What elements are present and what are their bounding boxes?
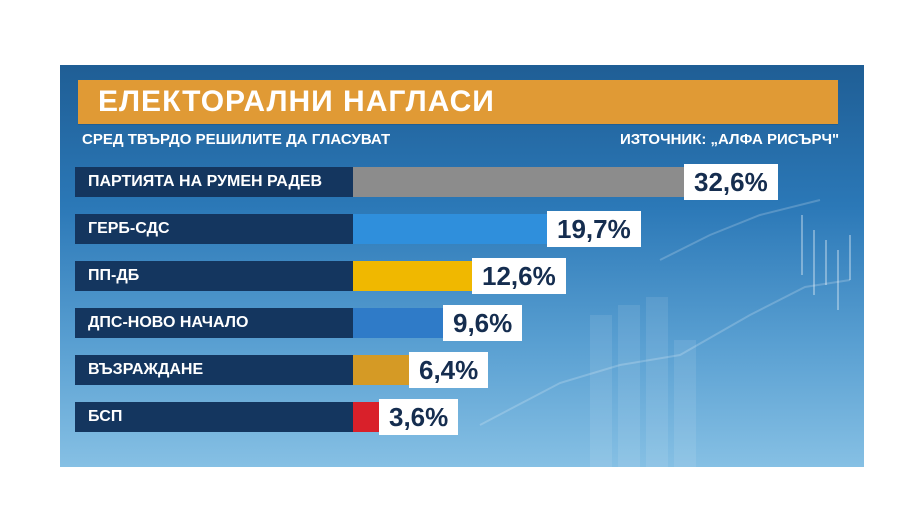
chart-panel: ЕЛЕКТОРАЛНИ НАГЛАСИ СРЕД ТВЪРДО РЕШИЛИТЕ… xyxy=(60,65,864,467)
category-label: БСП xyxy=(75,402,353,432)
value-label: 3,6% xyxy=(379,399,459,435)
bar-rows: ПАРТИЯТА НА РУМЕН РАДЕВ 32,6% ГЕРБ-СДС 19,7… xyxy=(60,65,864,467)
category-label: ГЕРБ-СДС xyxy=(75,214,353,244)
title-bar: ЕЛЕКТОРАЛНИ НАГЛАСИ xyxy=(78,80,838,124)
chart-title: ЕЛЕКТОРАЛНИ НАГЛАСИ xyxy=(98,85,495,118)
category-label: ДПС-НОВО НАЧАЛО xyxy=(75,308,353,338)
chart-subtitle: СРЕД ТВЪРДО РЕШИЛИТЕ ДА ГЛАСУВАТ xyxy=(82,131,391,148)
bar xyxy=(353,261,486,291)
bar xyxy=(353,167,698,197)
category-label: ПАРТИЯТА НА РУМЕН РАДЕВ xyxy=(75,167,353,197)
value-label: 12,6% xyxy=(472,258,566,294)
value-label: 19,7% xyxy=(547,211,641,247)
background-decoration xyxy=(479,199,851,467)
bar xyxy=(353,214,561,244)
value-label: 6,4% xyxy=(409,352,489,388)
bar xyxy=(353,308,455,338)
category-label: ПП-ДБ xyxy=(75,261,353,291)
source-label: ИЗТОЧНИК: „АЛФА РИСЪРЧ" xyxy=(620,131,840,148)
value-label: 32,6% xyxy=(684,164,778,200)
category-label: ВЪЗРАЖДАНЕ xyxy=(75,355,353,385)
value-label: 9,6% xyxy=(443,305,523,341)
